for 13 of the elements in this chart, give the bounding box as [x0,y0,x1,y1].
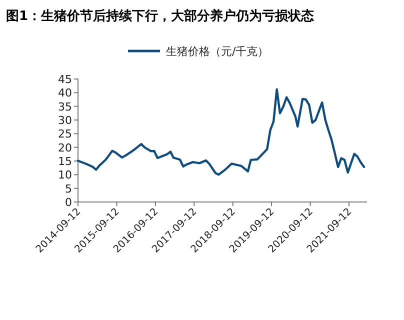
chart-title: 图1：生猪价节后持续下行，大部分养户仍为亏损状态 [6,8,316,24]
y-tick-label: 0 [65,196,72,209]
y-tick-label: 40 [58,86,72,100]
legend-label: 生猪价格（元/千克） [166,45,269,58]
y-tick-label: 5 [65,182,72,196]
y-tick-label: 45 [58,73,72,86]
y-tick-label: 20 [58,141,72,154]
y-tick-label: 15 [58,155,72,168]
y-tick-label: 30 [58,114,72,127]
y-tick-label: 25 [58,128,72,141]
y-tick-label: 10 [58,168,72,182]
legend: 生猪价格（元/千克） [128,45,269,58]
y-tick-label: 35 [58,100,72,114]
